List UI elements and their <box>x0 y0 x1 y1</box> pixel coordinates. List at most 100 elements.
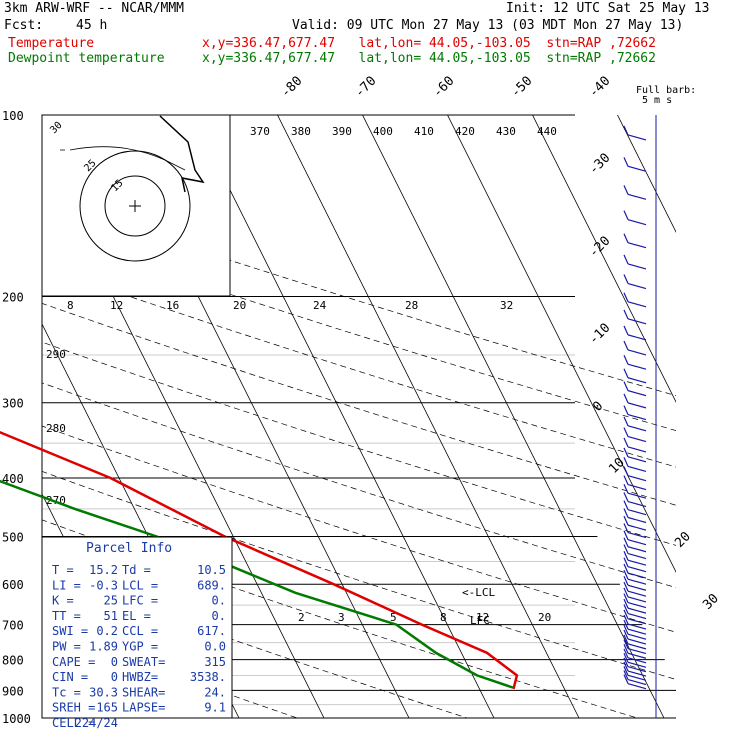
dry-adiabat-line <box>42 341 676 546</box>
parcel-value: 9.1 <box>204 701 226 715</box>
isotherm-label: -20 <box>586 234 613 261</box>
direction-label: 280 <box>46 422 66 435</box>
wind-barb-flag <box>623 624 629 635</box>
wind-barb <box>627 618 647 625</box>
parcel-value: 1.89 <box>89 640 118 654</box>
parcel-label: Td = <box>122 563 151 577</box>
pressure-tick-label: 700 <box>2 619 24 633</box>
wind-barb-flag <box>623 550 629 561</box>
wind-barb <box>627 596 647 603</box>
wind-barb-flag <box>623 515 629 526</box>
theta-e-label: 390 <box>332 125 352 138</box>
wind-barb <box>627 492 647 499</box>
wind-barb <box>627 652 647 659</box>
dewpoint-label: Dewpoint temperature <box>8 51 165 66</box>
wind-barb-flag <box>623 274 629 284</box>
lfc-marker: LFC <box>470 614 490 627</box>
mixing-ratio-label: 8 <box>440 611 447 624</box>
dry-adiabat-line <box>42 471 676 680</box>
pressure-tick-label: 200 <box>2 291 24 305</box>
parcel-info-box <box>41 536 233 719</box>
wind-barb <box>627 683 647 690</box>
pressure-tick-label: 600 <box>2 578 24 592</box>
wind-barb <box>627 425 647 432</box>
wind-barb-flag <box>623 569 629 580</box>
pressure-tick-label: 400 <box>2 472 24 486</box>
parcel-label: CIN = <box>52 670 88 684</box>
wind-barb <box>627 465 647 472</box>
wind-barb <box>627 657 647 664</box>
wind-barb <box>627 446 647 453</box>
pressure-tick-label: 1000 <box>2 712 31 726</box>
wind-barb-flag <box>623 657 629 667</box>
full-barb-value: 5 m s <box>642 95 672 106</box>
parcel-value: 0. <box>212 609 226 623</box>
isotherm-line <box>617 115 676 233</box>
parcel-label: PW = <box>52 640 81 654</box>
wind-barb <box>627 509 647 516</box>
wind-barb <box>627 670 647 677</box>
wind-barb-flag <box>623 666 629 676</box>
full-barb-label: Full barb: <box>636 85 696 96</box>
wind-barb-flag <box>623 500 629 510</box>
parcel-label: K = <box>52 594 74 608</box>
isotherm-label: 30 <box>700 591 722 613</box>
wind-barb <box>627 607 647 614</box>
wind-barb <box>627 643 647 650</box>
wind-barb-flag <box>623 483 629 494</box>
parcel-label: SREH = <box>52 701 95 715</box>
parcel-label: LFC = <box>122 594 158 608</box>
forecast-hour: 45 h <box>76 18 108 33</box>
wind-barb-flag <box>623 530 629 540</box>
theta-e-label: 440 <box>537 125 557 138</box>
wind-speed-label: 20 <box>233 299 246 312</box>
wind-barb-flag <box>623 557 629 567</box>
parcel-value: 224/24 <box>75 716 118 730</box>
isotherm-label: -10 <box>586 321 613 348</box>
wind-barb <box>627 539 647 546</box>
temperature-label: Temperature <box>8 36 95 51</box>
mixing-ratio-label: 3 <box>338 611 345 624</box>
wind-barb-flag <box>623 340 629 351</box>
wind-barb <box>627 531 647 539</box>
wind-barb-flag <box>623 581 629 592</box>
isotherm-label: -30 <box>586 151 613 178</box>
dry-adiabat-line <box>42 303 676 506</box>
wind-barb-flag <box>623 674 629 684</box>
wind-barb-flag <box>623 447 629 458</box>
wind-barb <box>627 572 647 579</box>
wind-barb-flag <box>623 405 629 415</box>
wind-barb <box>627 165 647 172</box>
isotherm-label: 20 <box>672 529 694 551</box>
wind-barb-flag <box>623 609 629 620</box>
parcel-label: CCL = <box>122 624 158 638</box>
parcel-value: 25 <box>104 594 118 608</box>
wind-barb-flag <box>623 576 629 586</box>
parcel-value: -0.3 <box>89 578 118 592</box>
dewpoint-profile-line <box>0 479 514 689</box>
forecast-label: Fcst: <box>4 18 44 33</box>
isotherm-label: -80 <box>278 74 305 101</box>
dry-adiabat-line <box>42 266 676 468</box>
wind-barb <box>627 318 647 325</box>
wind-barb <box>627 263 647 270</box>
wind-barb <box>627 334 647 341</box>
wind-barb <box>627 500 647 508</box>
wind-barb <box>627 349 647 356</box>
wind-barb-flag <box>623 292 629 303</box>
wind-barb-flag <box>623 523 629 533</box>
wind-barb-flag <box>623 354 629 365</box>
mixing-ratio-label: 5 <box>390 611 397 624</box>
wind-barb-flag <box>623 587 629 598</box>
isotherm-label: -70 <box>352 74 379 101</box>
dewpoint-station-info: x,y=336.47,677.47 lat,lon= 44.05,-103.05… <box>202 51 656 66</box>
wind-barb <box>627 475 647 482</box>
parcel-label: SWEAT= <box>122 655 165 669</box>
parcel-value: 30.3 <box>89 685 118 699</box>
hodograph-trace <box>159 115 205 193</box>
wind-barb <box>627 559 647 566</box>
parcel-value: 0.2 <box>96 624 118 638</box>
parcel-value: 15.2 <box>89 563 118 577</box>
wind-barb <box>627 483 647 491</box>
wind-barb-flag <box>623 254 629 265</box>
